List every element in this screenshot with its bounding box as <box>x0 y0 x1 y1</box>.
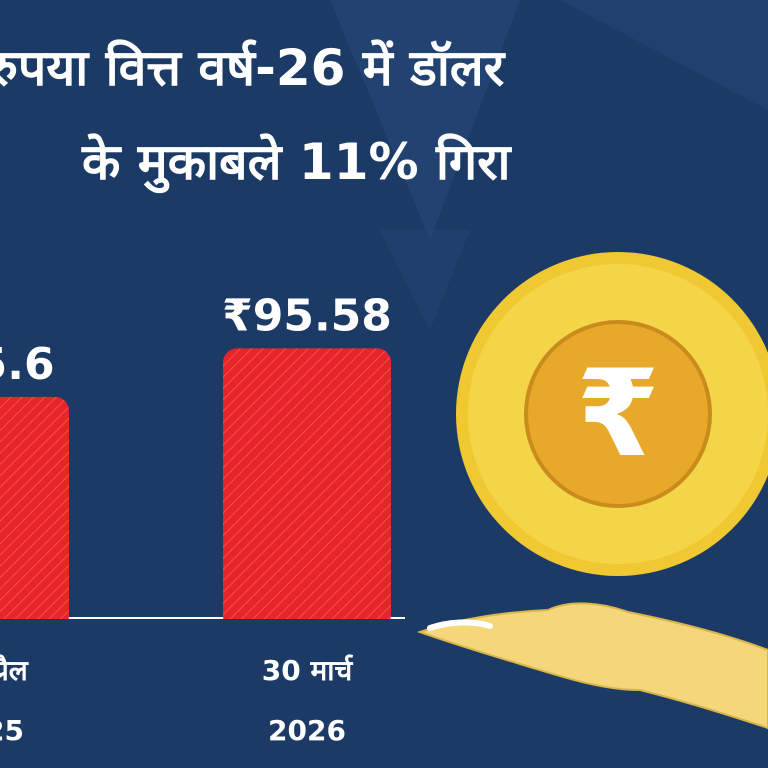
bar-2 <box>223 348 391 630</box>
bar-2-value-label: ₹95.58 <box>222 290 392 341</box>
open-hand-icon <box>416 602 768 730</box>
x-tick-label-1-line2: 2025 <box>0 714 24 747</box>
bar-1-base-mask <box>0 619 71 633</box>
bar-1-value-label: ₹85.6 <box>0 339 55 390</box>
bar-1 <box>0 396 69 630</box>
rupee-coin-icon: ₹ <box>456 252 768 576</box>
x-tick-label-1-line1: 1 अप्रैल <box>0 654 29 687</box>
svg-text:₹: ₹ <box>576 345 660 484</box>
x-tick-label-2-line2: 2026 <box>268 714 346 747</box>
x-tick-label-2-line1: 30 मार्च <box>262 654 354 687</box>
bar-2-base-mask <box>221 619 393 633</box>
chart-title-line-1: रुपया वित्त वर्ष-26 में डॉलर <box>0 39 505 97</box>
chart-title-line-2: के मुकाबले 11% गिरा <box>82 133 511 191</box>
